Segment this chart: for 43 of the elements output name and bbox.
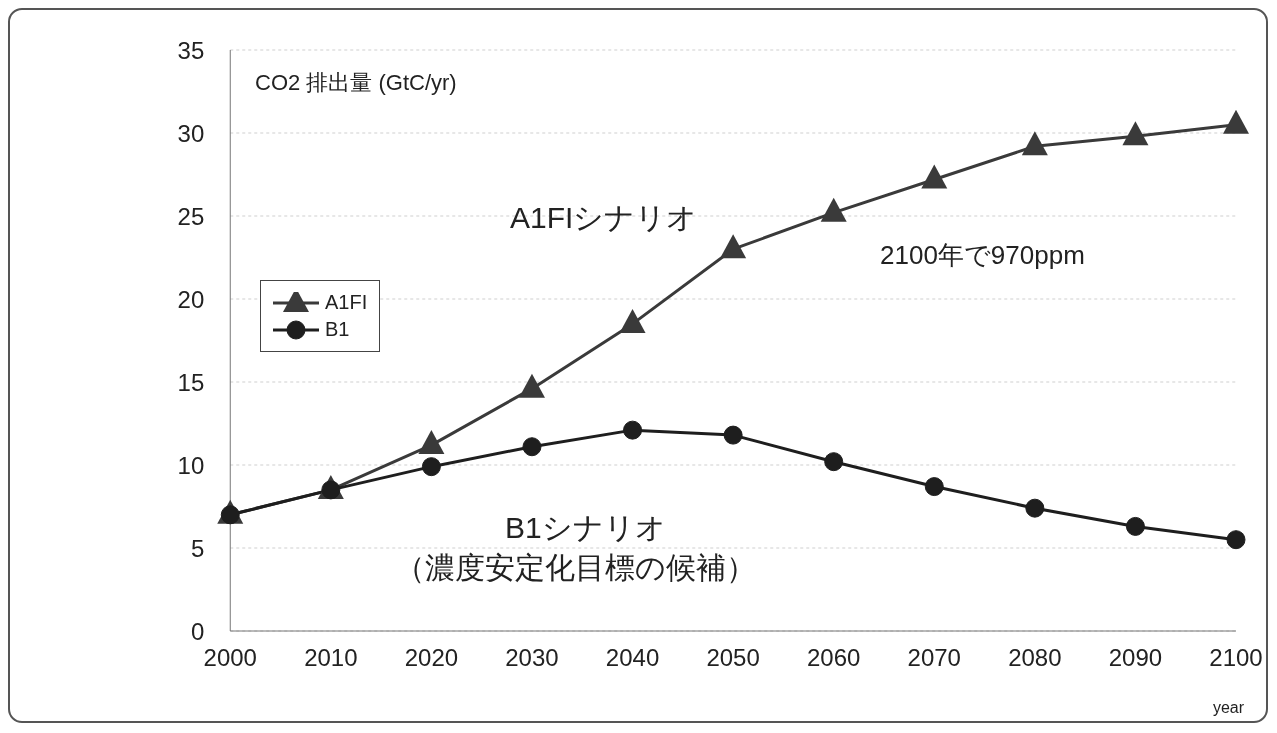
x-tick-label: 2010 bbox=[304, 644, 358, 672]
y-tick-label: 5 bbox=[190, 534, 205, 562]
legend-label: A1FI bbox=[325, 291, 368, 314]
legend-label: B1 bbox=[325, 318, 350, 341]
y-tick-label: 30 bbox=[177, 119, 205, 147]
y-tick-label: 35 bbox=[177, 36, 205, 64]
annotation: A1FIシナリオ bbox=[510, 200, 698, 236]
x-tick-label: 2030 bbox=[505, 644, 559, 672]
y-tick-label: 20 bbox=[177, 285, 205, 313]
point bbox=[921, 164, 948, 189]
y-tick-label: 15 bbox=[177, 368, 205, 396]
point bbox=[1125, 516, 1145, 536]
y-tick-label: 25 bbox=[177, 202, 205, 230]
x-tick-label: 2100 bbox=[1209, 644, 1263, 672]
point bbox=[421, 457, 441, 477]
annotation: B1シナリオ bbox=[505, 510, 666, 546]
x-tick-label: 2040 bbox=[605, 644, 660, 672]
point bbox=[1025, 498, 1045, 518]
annotation: 2100年で970ppm bbox=[880, 239, 1085, 272]
point bbox=[1223, 109, 1249, 134]
point bbox=[824, 452, 844, 472]
x-tick-label: 2070 bbox=[907, 644, 961, 672]
y-axis-title: CO2 排出量 (GtC/yr) bbox=[255, 69, 457, 97]
point bbox=[522, 437, 542, 457]
x-tick-label: 2090 bbox=[1108, 644, 1163, 672]
point bbox=[1226, 530, 1246, 550]
annotation: （濃度安定化目標の候補） bbox=[395, 550, 756, 586]
y-tick-label: 10 bbox=[177, 451, 205, 479]
x-tick-label: 2080 bbox=[1008, 644, 1062, 672]
x-tick-label: 2000 bbox=[203, 644, 257, 672]
x-tick-label: 2050 bbox=[706, 644, 760, 672]
point bbox=[924, 477, 944, 497]
x-axis-title: year bbox=[1212, 699, 1244, 717]
point bbox=[1021, 131, 1048, 156]
point bbox=[723, 425, 743, 445]
y-tick-label: 0 bbox=[190, 617, 205, 645]
point bbox=[1122, 121, 1149, 146]
point bbox=[623, 420, 643, 440]
point bbox=[820, 197, 847, 222]
x-tick-label: 2060 bbox=[807, 644, 861, 672]
x-tick-label: 2020 bbox=[404, 644, 459, 672]
point bbox=[720, 234, 747, 259]
point bbox=[619, 308, 646, 333]
